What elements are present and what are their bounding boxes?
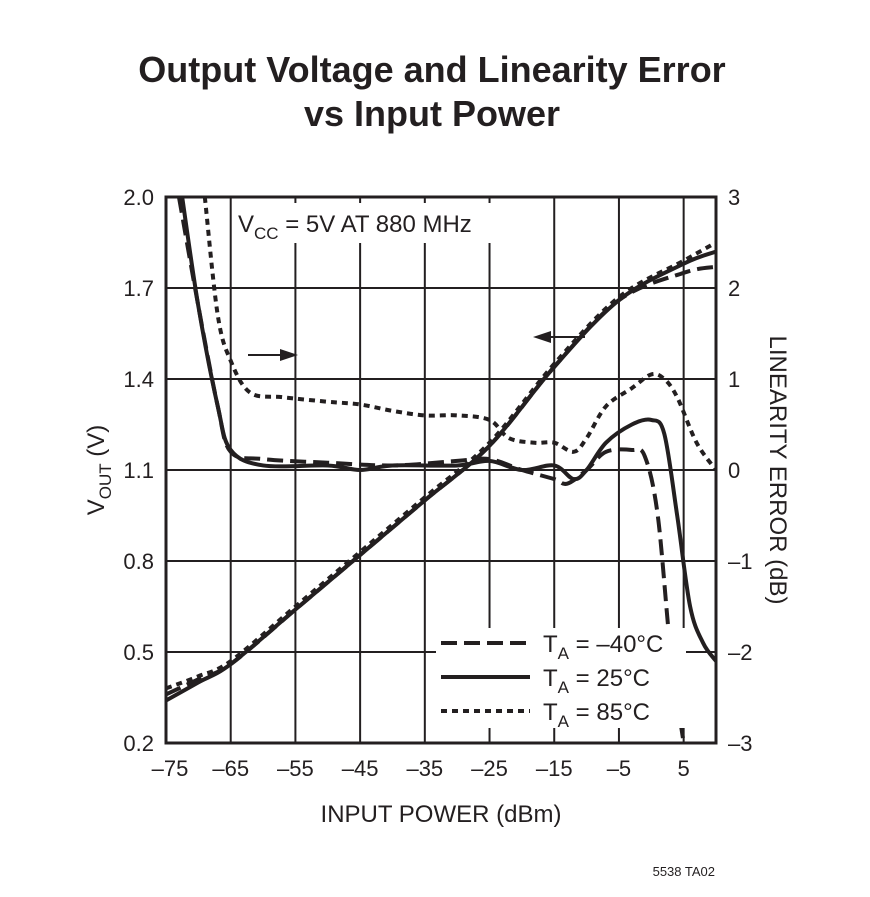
y-left-tick-label: 1.7	[123, 276, 154, 301]
legend-label-main: T	[543, 665, 558, 692]
y-left-tick-label: 0.8	[123, 549, 154, 574]
chart-title-line-1: Output Voltage and Linearity Error	[138, 49, 725, 90]
legend-label: TA = –40°C	[543, 631, 663, 663]
legend-label: TA = 25°C	[543, 665, 650, 697]
tick-labels: –75 –65 –55 –45 –35 –25 –15 –5 50.20.50.81.11.41…	[123, 185, 752, 781]
legend-label-rest: = 85°C	[569, 699, 650, 726]
legend-label: TA = 85°C	[543, 699, 650, 731]
y-right-tick-label: 3	[728, 185, 740, 210]
legend: TA = –40°CTA = 25°CTA = 85°C	[436, 628, 686, 731]
legend-label-sub: A	[558, 678, 570, 697]
y-left-tick-label: 0.5	[123, 640, 154, 665]
vout-line-solid	[166, 249, 716, 703]
x-tick-label: –55	[277, 756, 314, 781]
y-left-tick-label: 1.1	[123, 458, 154, 483]
y-left-tick-label: 0.2	[123, 731, 154, 756]
error-line-solid	[180, 197, 716, 663]
chart-title-line-2: vs Input Power	[304, 93, 560, 134]
legend-label-sub: A	[558, 644, 570, 663]
y-right-tick-label: 1	[728, 367, 740, 392]
y-right-tick-label: –2	[728, 640, 752, 665]
y-axis-left-label: VOUT (V)	[83, 425, 115, 516]
legend-label-rest: = 25°C	[569, 665, 650, 692]
y-right-tick-label: –3	[728, 731, 752, 756]
legend-label-sub: A	[558, 712, 570, 731]
plot-frame	[164, 195, 718, 745]
y-right-tick-label: 0	[728, 458, 740, 483]
legend-label-rest: = –40°C	[569, 631, 663, 658]
legend-label-main: T	[543, 699, 558, 726]
x-tick-label: –35	[406, 756, 443, 781]
x-tick-label: –45	[342, 756, 379, 781]
grid	[166, 197, 716, 743]
x-tick-label: –15	[536, 756, 573, 781]
x-axis-label: INPUT POWER (dBm)	[321, 801, 562, 828]
y-right-tick-label: –1	[728, 549, 752, 574]
legend-label-main: T	[543, 631, 558, 658]
y-left-tick-label: 2.0	[123, 185, 154, 210]
annotation-vcc: VCC = 5V AT 880 MHz	[238, 211, 472, 243]
y-left-tick-label: 1.4	[123, 367, 154, 392]
arrow-right-to-error-axis	[248, 349, 298, 361]
x-tick-label: –75	[152, 756, 189, 781]
annotation-bg	[232, 203, 500, 243]
y-right-tick-label: 2	[728, 276, 740, 301]
x-tick-label: –65	[212, 756, 249, 781]
vout-line-dotted	[166, 240, 716, 691]
x-tick-label: 5	[678, 756, 690, 781]
footnote: 5538 TA02	[653, 864, 715, 879]
x-tick-label: –5	[607, 756, 631, 781]
y-axis-right-label: LINEARITY ERROR (dB)	[764, 336, 791, 605]
arrow-left-to-vout-axis	[533, 331, 585, 343]
x-tick-label: –25	[471, 756, 508, 781]
series-lines	[166, 197, 716, 743]
